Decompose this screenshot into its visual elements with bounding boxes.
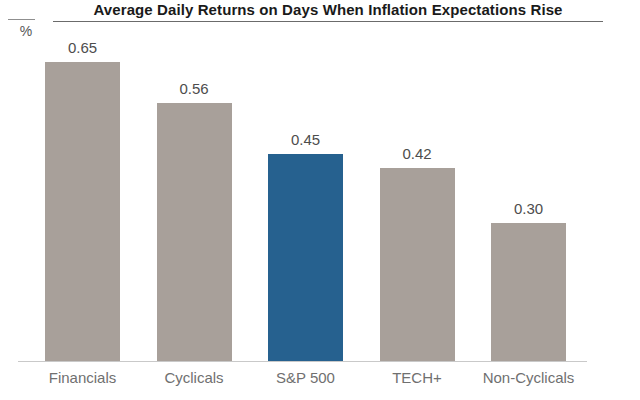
value-label-cyclicals: 0.56 — [154, 80, 234, 97]
x-axis-baseline — [18, 361, 587, 362]
bar-s-p-500 — [268, 154, 343, 361]
bar-financials — [45, 62, 120, 361]
value-label-s-p-500: 0.45 — [266, 131, 346, 148]
category-label-financials: Financials — [23, 369, 143, 386]
category-label-cyclicals: Cyclicals — [134, 369, 254, 386]
category-label-non-cyclicals: Non-Cyclicals — [469, 369, 589, 386]
bar-cyclicals — [157, 103, 232, 361]
category-label-s-p-500: S&P 500 — [246, 369, 366, 386]
bar-non-cyclicals — [491, 223, 566, 361]
value-label-financials: 0.65 — [43, 39, 123, 56]
category-label-tech: TECH+ — [357, 369, 477, 386]
plot-area: 0.65 Financials 0.56 Cyclicals 0.45 S&P 500 0.… — [0, 0, 640, 400]
value-label-non-cyclicals: 0.30 — [489, 200, 569, 217]
bar-chart: Average Daily Returns on Days When Infla… — [0, 0, 640, 400]
value-label-tech: 0.42 — [377, 145, 457, 162]
bar-tech — [380, 168, 455, 361]
